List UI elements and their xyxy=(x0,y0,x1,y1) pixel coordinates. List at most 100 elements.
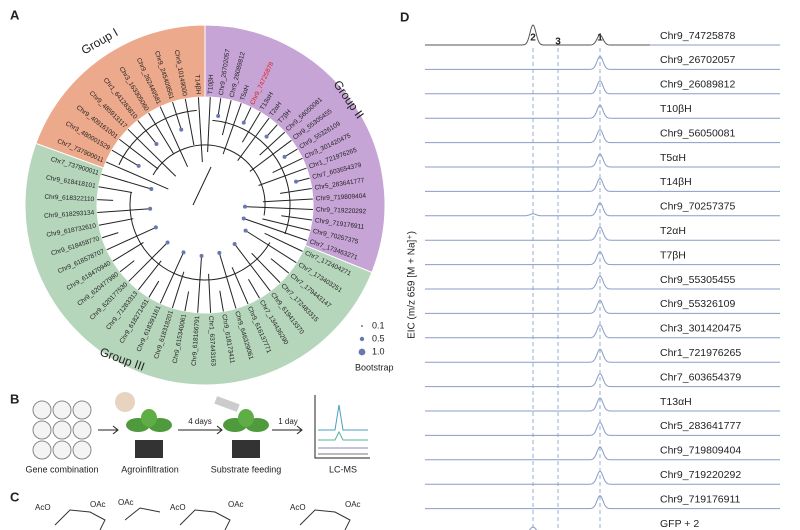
trace-label: Chr9_74725878 xyxy=(660,30,735,42)
bootstrap-dot xyxy=(154,141,159,146)
branch-arc xyxy=(152,144,266,216)
panel-label: A xyxy=(10,7,20,22)
trace-label: T2αH xyxy=(660,225,686,237)
branch xyxy=(231,267,249,305)
bootstrap-dot xyxy=(282,154,287,159)
root xyxy=(192,166,212,206)
branch xyxy=(127,128,177,177)
branch xyxy=(221,100,232,136)
chem-label: AcO xyxy=(290,503,306,512)
step-label: Substrate feeding xyxy=(211,464,282,474)
eic-trace xyxy=(425,299,650,314)
trace-label: Chr5_283641777 xyxy=(660,420,741,432)
lc-ms-plot xyxy=(314,395,370,459)
trace-label: Chr9_55326109 xyxy=(660,298,735,310)
chem-label: AcO xyxy=(35,503,51,512)
branch xyxy=(249,139,292,172)
trace-label: Chr9_55305455 xyxy=(660,274,735,286)
gene-wells xyxy=(32,400,92,460)
eic-trace xyxy=(425,226,650,241)
eic-trace xyxy=(425,80,650,95)
branch xyxy=(295,177,310,183)
step-label: Agroinfiltration xyxy=(121,464,179,474)
legend-dot xyxy=(361,325,363,327)
branch xyxy=(270,258,290,274)
trace-label: Chr7_603654379 xyxy=(660,371,741,383)
eic-trace xyxy=(425,372,650,388)
branch xyxy=(264,232,303,252)
panel-label: D xyxy=(400,9,409,24)
trace-label: Chr3_301420475 xyxy=(660,323,741,335)
chem-label: OAc xyxy=(345,500,361,509)
eic-trace xyxy=(425,24,650,46)
branch xyxy=(159,106,189,167)
trace-label: Chr1_721976265 xyxy=(660,347,741,359)
panel-label: B xyxy=(10,391,19,406)
eic-trace xyxy=(425,177,650,192)
bootstrap-dot xyxy=(241,216,246,221)
branch xyxy=(244,206,313,211)
trace-label: Chr9_26089812 xyxy=(660,79,735,91)
peak-label: 2 xyxy=(530,33,536,44)
leaf-label: Chr1_637443163 xyxy=(207,316,217,367)
trace-label: T10βH xyxy=(660,103,692,115)
branch xyxy=(219,290,224,312)
trace-label: T14βH xyxy=(660,176,692,188)
eic-trace xyxy=(425,128,650,144)
bootstrap-dot xyxy=(149,187,154,192)
plant-1 xyxy=(115,392,172,458)
branch xyxy=(243,218,308,241)
bootstrap-dot xyxy=(153,225,158,230)
bootstrap-dot xyxy=(136,163,141,168)
eic-trace xyxy=(425,470,650,485)
eic-trace xyxy=(425,104,650,119)
trace-label: Chr9_56050081 xyxy=(660,127,735,139)
branch xyxy=(262,198,313,203)
leaf-label: Chr9_719809404 xyxy=(316,193,367,203)
eic-trace xyxy=(425,275,650,290)
bootstrap-dot xyxy=(294,179,299,184)
chem-label: OAc xyxy=(118,498,134,507)
branch-arc xyxy=(118,109,197,166)
eic-trace xyxy=(425,153,650,168)
branch xyxy=(234,243,271,292)
trace-label: Chr9_719809404 xyxy=(660,445,741,457)
branch xyxy=(119,138,159,170)
legend-label: 0.1 xyxy=(372,320,385,330)
workflow: Gene combination Agroinfiltration Substrat… xyxy=(25,392,370,474)
branch xyxy=(248,278,260,299)
branch xyxy=(241,111,261,143)
bootstrap-dot xyxy=(199,253,204,258)
branch xyxy=(148,112,175,155)
arrow-label: 4 days xyxy=(188,417,212,426)
structures: AcO OAc OAc AcO OAc AcO OAc xyxy=(35,498,361,530)
peak-label: 1 xyxy=(597,33,603,44)
branch xyxy=(112,242,144,262)
eic-trace xyxy=(425,202,650,217)
arrow-label: 1 day xyxy=(278,417,298,426)
eic-trace xyxy=(425,324,650,339)
bootstrap-dot xyxy=(243,228,248,233)
eic-trace xyxy=(425,421,650,436)
branch xyxy=(280,187,312,194)
bootstrap-dot xyxy=(216,113,221,118)
trace-label: Chr9_70257375 xyxy=(660,201,735,213)
branch xyxy=(207,97,211,153)
branch xyxy=(237,117,270,162)
bootstrap-dot xyxy=(242,204,247,209)
branch xyxy=(284,148,298,158)
branch xyxy=(262,218,311,231)
legend-dot xyxy=(358,348,366,356)
branch xyxy=(258,167,307,186)
branch xyxy=(172,101,182,130)
arrows xyxy=(98,425,303,435)
trace-label: T13αH xyxy=(660,396,692,408)
branch xyxy=(281,215,313,221)
legend-title: Bootstrap xyxy=(355,362,394,372)
trace-label: GFP + 2 xyxy=(660,518,699,530)
branch xyxy=(197,97,203,163)
chem-label: OAc xyxy=(90,500,106,509)
branch xyxy=(217,98,222,117)
branch xyxy=(137,260,162,291)
